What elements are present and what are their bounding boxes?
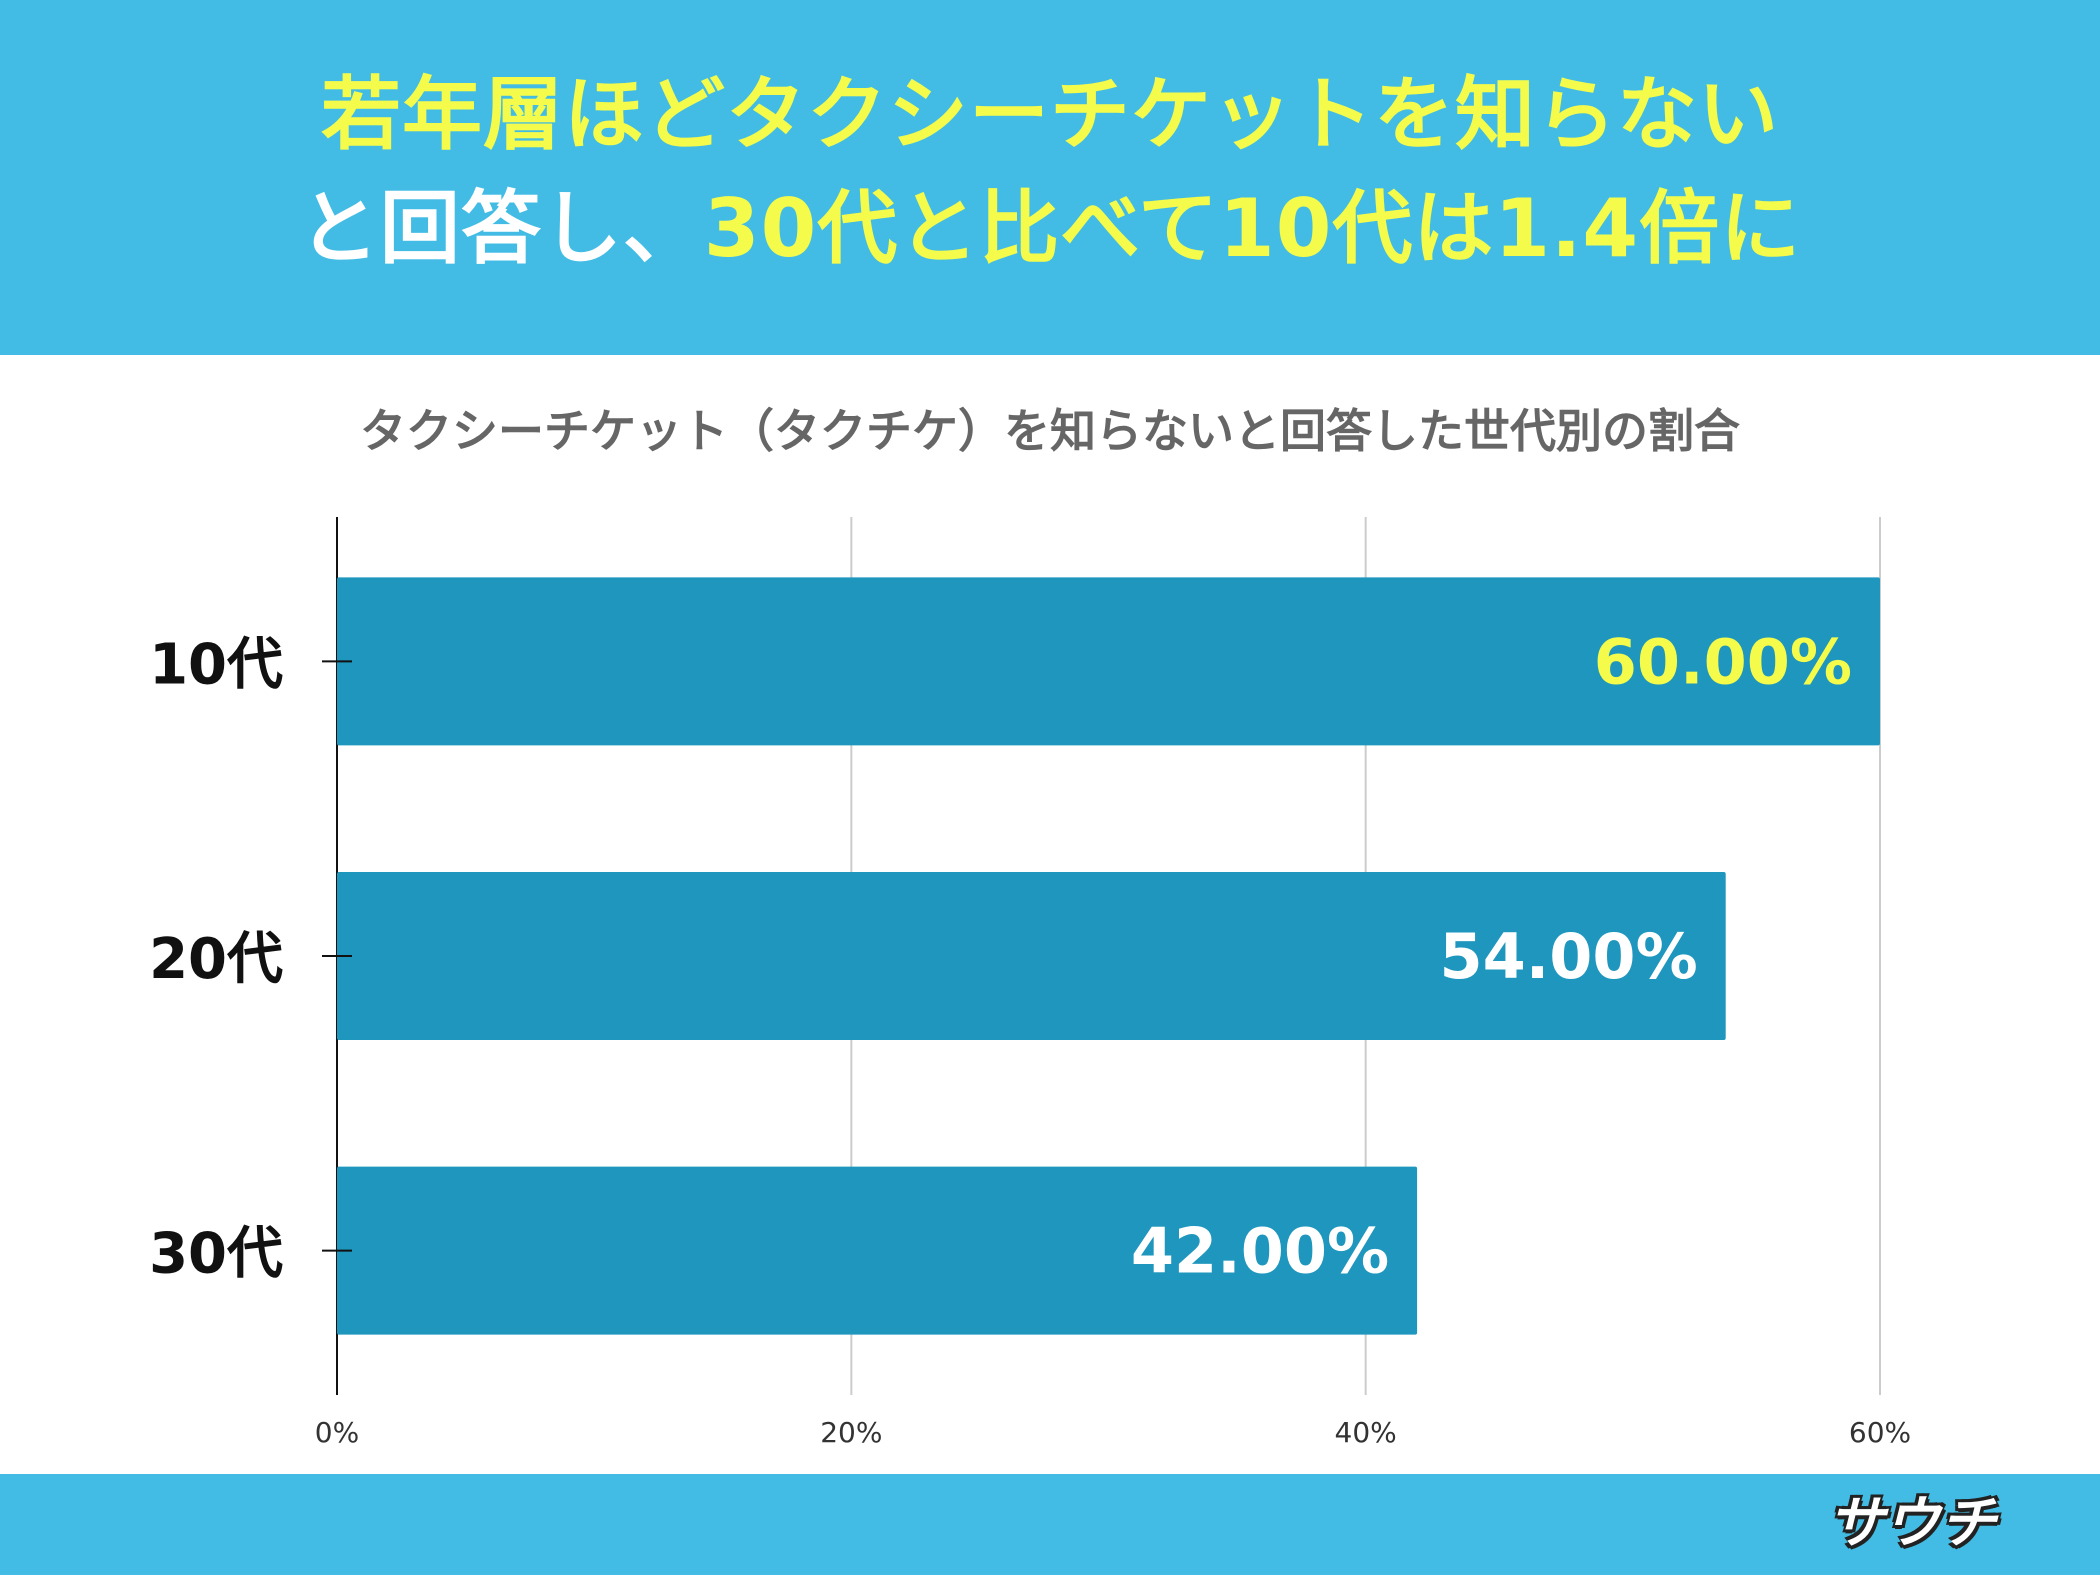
headline-line1: 若年層ほどタクシーチケットを知らない [321, 68, 1779, 161]
bar-value-label: 42.00% [1131, 1215, 1389, 1288]
bar [337, 1166, 1418, 1335]
bar-value-label: 54.00% [1439, 920, 1697, 993]
bar [337, 577, 1880, 746]
x-tick-label: 20% [820, 1416, 882, 1449]
x-tick-label: 40% [1335, 1416, 1397, 1449]
footer-banner [0, 1474, 2100, 1575]
brand-logo: サウチ [1782, 1488, 2042, 1560]
bar-value-label: 60.00% [1594, 625, 1852, 698]
headline-line2-white: と回答し、 [298, 182, 704, 275]
y-category-label: 20代 [149, 927, 283, 992]
chart-title: タクシーチケット（タクチケ）を知らないと回答した世代別の割合 [360, 404, 1740, 458]
brand-logo-text: サウチ [1828, 1491, 1996, 1556]
header-banner [0, 0, 2100, 355]
headline-line2-highlight: 30代と比べて10代は1.4倍に [703, 182, 1802, 275]
bar [337, 872, 1726, 1040]
y-category-label: 10代 [149, 632, 283, 697]
headline: 若年層ほどタクシーチケットを知らない と回答し、30代と比べて10代は1.4倍に [0, 58, 2100, 286]
y-category-label: 30代 [149, 1222, 283, 1287]
x-tick-label: 60% [1849, 1416, 1911, 1449]
x-tick-label: 0% [315, 1416, 359, 1449]
